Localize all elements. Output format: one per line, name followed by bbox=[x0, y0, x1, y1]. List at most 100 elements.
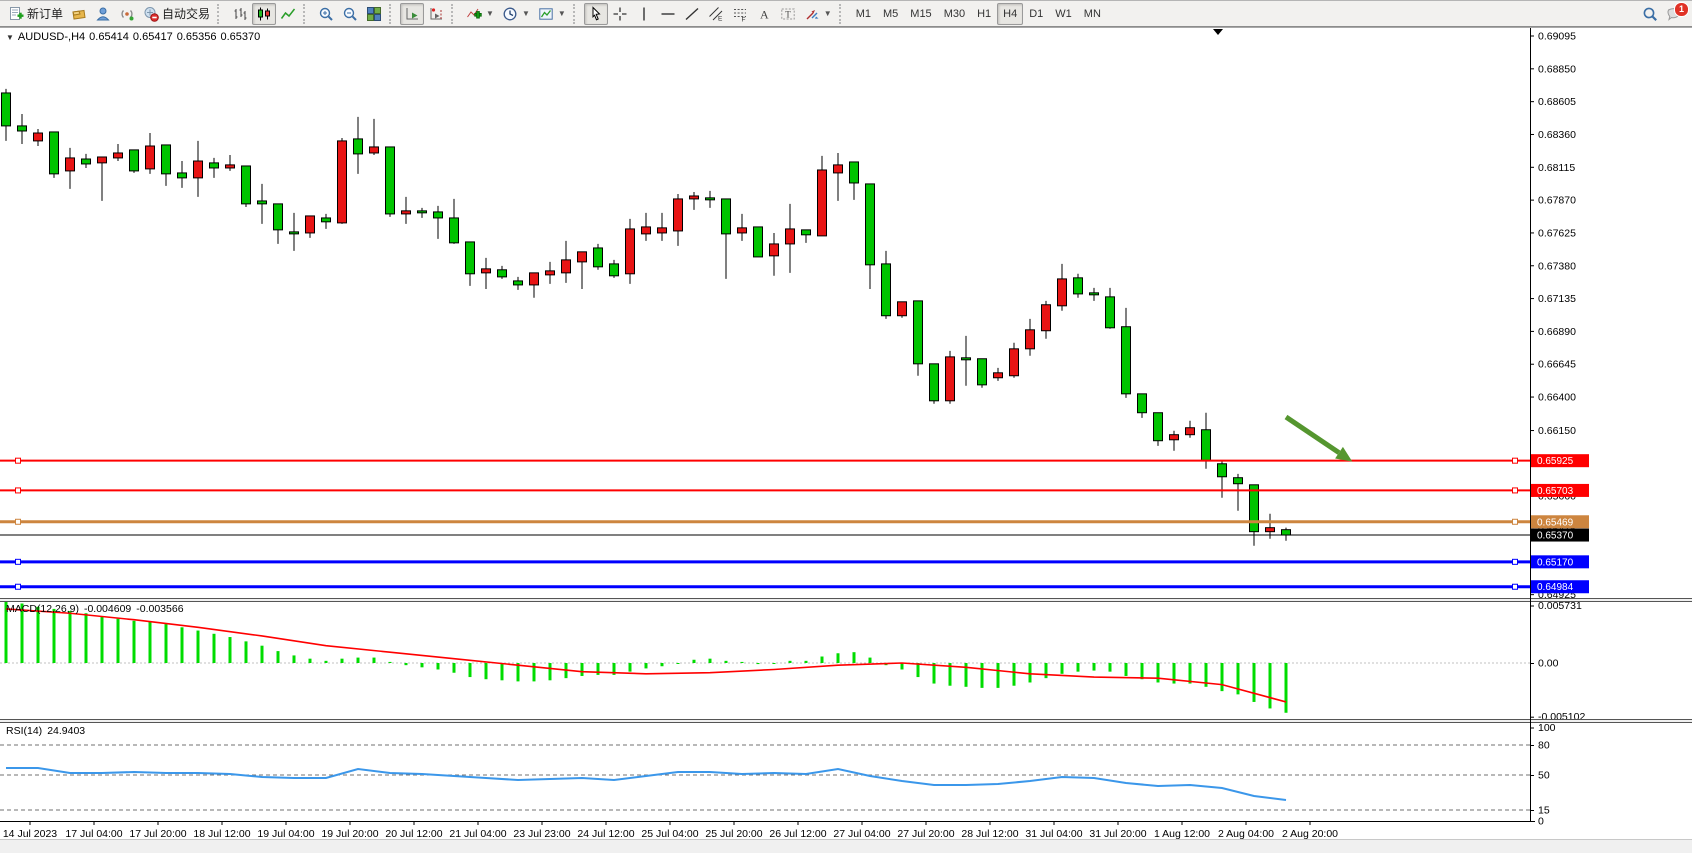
candle-body bbox=[817, 169, 827, 237]
svg-text:19 Jul 20:00: 19 Jul 20:00 bbox=[321, 828, 378, 840]
signals-button[interactable] bbox=[115, 3, 139, 25]
macd-histogram-bar bbox=[548, 663, 552, 681]
hline-anchor[interactable] bbox=[15, 457, 21, 464]
new-order-button[interactable]: 新订单 bbox=[4, 3, 67, 25]
candle-body bbox=[737, 227, 747, 234]
search-button[interactable] bbox=[1638, 3, 1662, 25]
chevron-down-icon[interactable]: ▼ bbox=[557, 9, 566, 18]
timeframe-w1-button[interactable]: W1 bbox=[1049, 3, 1078, 25]
hline-anchor[interactable] bbox=[15, 558, 21, 565]
candle-body bbox=[417, 210, 427, 214]
timeframe-mn-button[interactable]: MN bbox=[1078, 3, 1107, 25]
hline-anchor[interactable] bbox=[15, 583, 21, 590]
timeframe-h4-button[interactable]: H4 bbox=[997, 2, 1024, 25]
candle-body bbox=[1265, 527, 1275, 533]
line-chart-icon bbox=[280, 6, 296, 22]
macd-histogram-bar bbox=[180, 627, 184, 663]
macd-histogram-bar bbox=[164, 624, 168, 663]
open-value: 0.65414 bbox=[89, 31, 129, 43]
fibonacci-button[interactable]: F bbox=[728, 3, 752, 25]
text-button[interactable]: A bbox=[752, 3, 776, 25]
trendline-button[interactable] bbox=[680, 3, 704, 25]
timeframe-m5-button[interactable]: M5 bbox=[877, 3, 904, 25]
timeframe-h1-button[interactable]: H1 bbox=[971, 3, 997, 25]
candlestick-button[interactable] bbox=[252, 2, 277, 25]
chart-shift-button[interactable] bbox=[424, 3, 448, 25]
chevron-down-icon[interactable]: ▼ bbox=[823, 9, 832, 18]
zoom-in-button[interactable] bbox=[314, 3, 338, 25]
hline-anchor[interactable] bbox=[1512, 558, 1518, 565]
macd-histogram-bar bbox=[292, 655, 296, 663]
horizontal-line-button[interactable] bbox=[656, 3, 680, 25]
macd-histogram-bar bbox=[1268, 663, 1272, 709]
hline-anchor[interactable] bbox=[1512, 487, 1518, 494]
candle-body bbox=[561, 259, 571, 274]
collapse-triangle-icon[interactable]: ▼ bbox=[6, 33, 14, 42]
candle-body bbox=[113, 152, 123, 159]
timeframe-m15-button[interactable]: M15 bbox=[904, 3, 937, 25]
shapes-button[interactable]: ▼ bbox=[800, 3, 836, 25]
macd-histogram-bar bbox=[580, 663, 584, 676]
macd-histogram-bar bbox=[868, 657, 872, 663]
hline-anchor[interactable] bbox=[1512, 457, 1518, 464]
timeframe-m30-button[interactable]: M30 bbox=[938, 3, 971, 25]
hline-anchor[interactable] bbox=[15, 518, 21, 525]
bar-chart-button[interactable] bbox=[228, 3, 252, 25]
candle-body bbox=[1201, 429, 1211, 462]
profile-button[interactable] bbox=[91, 3, 115, 25]
svg-text:20 Jul 12:00: 20 Jul 12:00 bbox=[385, 828, 442, 840]
crosshair-button[interactable] bbox=[608, 3, 632, 25]
hline-anchor[interactable] bbox=[1512, 583, 1518, 590]
annotation-arrow-head[interactable] bbox=[1335, 446, 1353, 462]
zoom-out-button[interactable] bbox=[338, 3, 362, 25]
candle-body bbox=[1121, 326, 1131, 395]
candle-body bbox=[177, 172, 187, 179]
label-icon: T bbox=[780, 6, 796, 22]
candle-body bbox=[545, 270, 555, 276]
candle-body bbox=[225, 164, 235, 169]
candle-body bbox=[369, 146, 379, 154]
channel-button[interactable]: E bbox=[704, 3, 728, 25]
candle-body bbox=[977, 358, 987, 386]
macd-histogram-bar bbox=[980, 663, 984, 688]
wallet-button[interactable] bbox=[67, 3, 91, 25]
label-button[interactable]: T bbox=[776, 3, 800, 25]
hline-anchor[interactable] bbox=[1512, 518, 1518, 525]
svg-text:80: 80 bbox=[1538, 740, 1550, 752]
svg-text:14 Jul 2023: 14 Jul 2023 bbox=[3, 828, 57, 840]
macd-histogram-bar bbox=[996, 663, 1000, 688]
candle-body bbox=[449, 217, 459, 244]
cursor-button[interactable] bbox=[583, 2, 608, 25]
svg-text:0.66400: 0.66400 bbox=[1538, 392, 1576, 404]
macd-histogram-bar bbox=[52, 608, 56, 663]
autotrade-button[interactable]: 自动交易 bbox=[139, 3, 214, 25]
timeframe-m1-button[interactable]: M1 bbox=[850, 3, 877, 25]
hline-anchor[interactable] bbox=[15, 487, 21, 494]
svg-text:19 Jul 04:00: 19 Jul 04:00 bbox=[257, 828, 314, 840]
annotation-arrow[interactable] bbox=[1284, 414, 1341, 455]
line-chart-button[interactable] bbox=[276, 3, 300, 25]
vertical-line-button[interactable] bbox=[632, 3, 656, 25]
autoscroll-button[interactable] bbox=[400, 2, 425, 25]
notifications-button[interactable]: 1 bbox=[1662, 1, 1689, 25]
periods-button[interactable]: ▼ bbox=[498, 3, 534, 25]
timeframe-d1-button[interactable]: D1 bbox=[1023, 3, 1049, 25]
wallet-icon bbox=[71, 6, 87, 22]
macd-histogram-bar bbox=[1060, 663, 1064, 674]
chart-shift-marker[interactable] bbox=[1213, 29, 1223, 35]
chevron-down-icon[interactable]: ▼ bbox=[521, 9, 530, 18]
indicators-button[interactable]: ▼ bbox=[462, 3, 498, 25]
time-axis: 14 Jul 2023 17 Jul 04:00 17 Jul 20:00 18 Ju… bbox=[3, 821, 1338, 840]
chevron-down-icon[interactable]: ▼ bbox=[486, 9, 494, 18]
macd-histogram-bar bbox=[132, 620, 136, 663]
templates-button[interactable]: ▼ bbox=[534, 3, 570, 25]
candle-body bbox=[577, 251, 587, 263]
macd-histogram-bar bbox=[404, 663, 408, 666]
candle-body bbox=[193, 160, 203, 179]
macd-histogram-bar bbox=[1204, 663, 1208, 687]
macd-histogram-bar bbox=[84, 613, 88, 663]
candle-body bbox=[625, 228, 635, 275]
tile-windows-button[interactable] bbox=[362, 3, 386, 25]
macd-histogram-bar bbox=[1236, 663, 1240, 695]
